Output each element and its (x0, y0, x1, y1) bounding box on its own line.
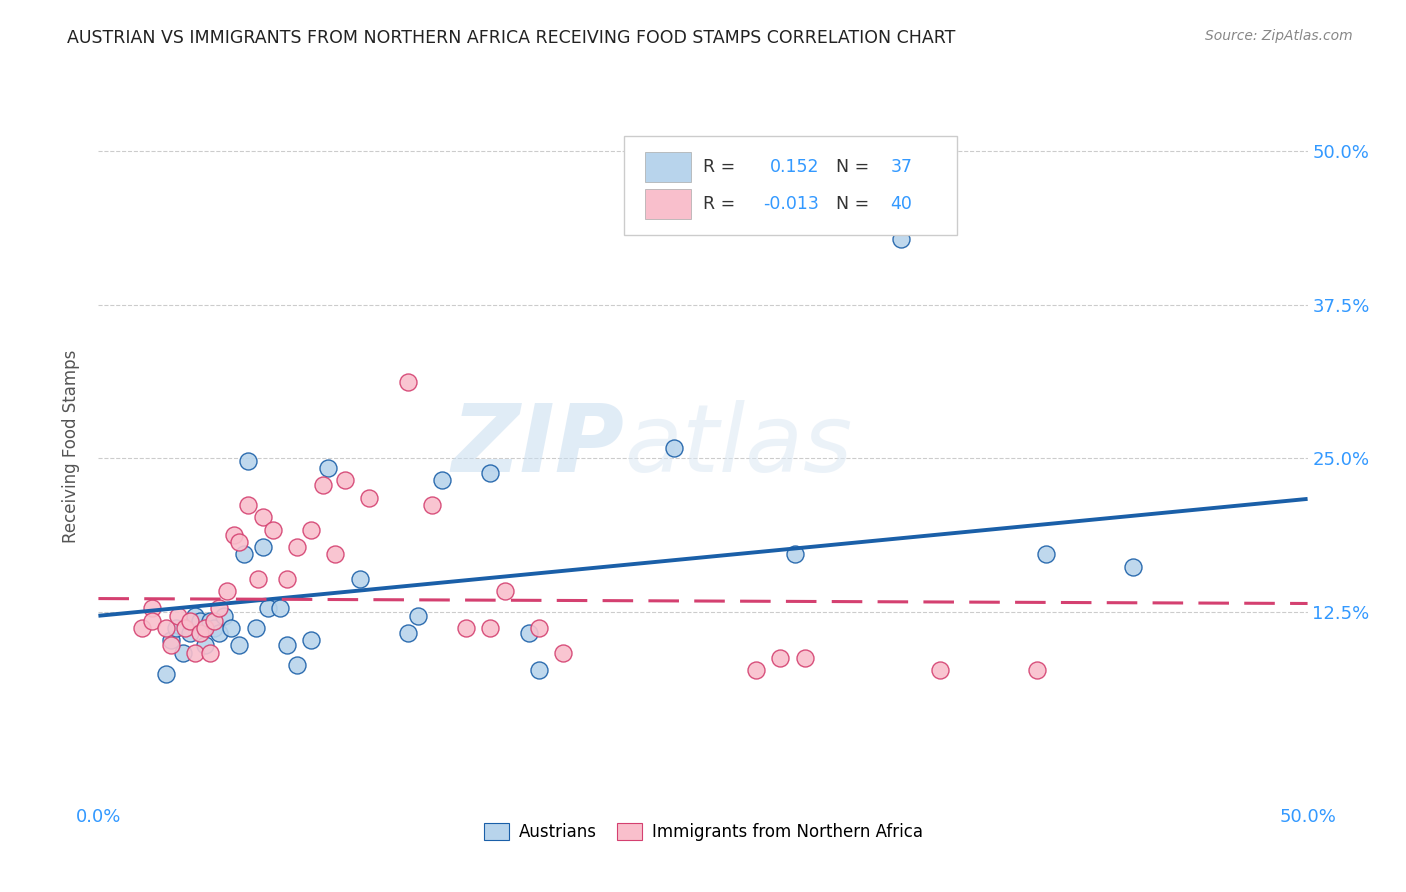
Text: N =: N = (837, 195, 875, 213)
Point (228, 535, 250, 549)
Point (285, 658, 308, 673)
Point (256, 601, 278, 615)
Point (276, 638, 298, 652)
Point (198, 646, 221, 660)
Point (194, 638, 217, 652)
Point (396, 375, 419, 389)
Point (890, 232, 912, 246)
Point (174, 621, 197, 635)
Point (662, 442, 685, 456)
Point (204, 621, 226, 635)
Point (165, 621, 187, 635)
Point (184, 608, 207, 623)
Bar (645, 189, 690, 219)
Point (793, 650, 815, 665)
Text: ZIP: ZIP (451, 400, 624, 492)
Point (316, 461, 339, 475)
Point (430, 474, 453, 488)
Text: 40: 40 (890, 195, 912, 213)
Text: Source: ZipAtlas.com: Source: ZipAtlas.com (1205, 29, 1353, 43)
Point (420, 498, 443, 512)
Y-axis label: Receiving Food Stamps: Receiving Food Stamps (62, 350, 80, 542)
Point (208, 626, 231, 640)
Point (167, 608, 190, 623)
Point (215, 584, 238, 599)
Text: AUSTRIAN VS IMMIGRANTS FROM NORTHERN AFRICA RECEIVING FOOD STAMPS CORRELATION CH: AUSTRIAN VS IMMIGRANTS FROM NORTHERN AFR… (67, 29, 956, 46)
Point (479, 621, 502, 635)
Point (238, 498, 260, 512)
Point (276, 572, 298, 586)
Point (238, 454, 260, 468)
Point (188, 626, 211, 640)
Text: atlas: atlas (624, 401, 852, 491)
Point (245, 621, 267, 635)
Text: 0.152: 0.152 (769, 158, 820, 176)
Point (172, 646, 194, 660)
Text: -0.013: -0.013 (763, 195, 820, 213)
Point (479, 466, 502, 480)
Point (517, 626, 540, 640)
Point (232, 547, 254, 561)
Bar (645, 152, 690, 182)
Point (551, 646, 574, 660)
Point (252, 540, 274, 554)
Point (179, 626, 201, 640)
Point (141, 601, 163, 615)
Point (396, 626, 419, 640)
Point (131, 621, 153, 635)
Point (406, 608, 429, 623)
Point (160, 633, 183, 648)
Text: 37: 37 (890, 158, 912, 176)
Point (349, 572, 371, 586)
Text: R =: R = (703, 195, 741, 213)
Legend: Austrians, Immigrants from Northern Africa: Austrians, Immigrants from Northern Afri… (477, 816, 929, 848)
Point (262, 523, 284, 537)
Point (359, 491, 381, 505)
Point (454, 621, 477, 635)
Point (247, 572, 270, 586)
Point (527, 621, 550, 635)
Point (1122, 559, 1144, 574)
Point (208, 601, 231, 615)
Point (204, 614, 226, 628)
Point (155, 621, 177, 635)
Point (179, 614, 201, 628)
Point (1025, 663, 1047, 677)
Point (745, 663, 768, 677)
Point (929, 663, 952, 677)
Point (527, 663, 550, 677)
Point (194, 621, 217, 635)
Point (188, 614, 211, 628)
Point (333, 474, 356, 488)
Point (252, 510, 274, 524)
Point (155, 666, 177, 681)
Point (299, 633, 322, 648)
Point (312, 478, 335, 492)
Point (285, 540, 308, 554)
Point (184, 646, 207, 660)
Text: R =: R = (703, 158, 741, 176)
Point (269, 601, 291, 615)
Point (222, 527, 245, 541)
Point (1035, 547, 1057, 561)
Point (325, 547, 347, 561)
Point (228, 638, 250, 652)
Point (299, 523, 322, 537)
Point (198, 614, 221, 628)
Point (141, 614, 163, 628)
Point (494, 584, 516, 599)
Point (212, 608, 235, 623)
FancyBboxPatch shape (624, 136, 957, 235)
Text: N =: N = (837, 158, 875, 176)
Point (914, 195, 936, 210)
Point (769, 650, 792, 665)
Point (160, 638, 183, 652)
Point (783, 547, 806, 561)
Point (221, 621, 243, 635)
